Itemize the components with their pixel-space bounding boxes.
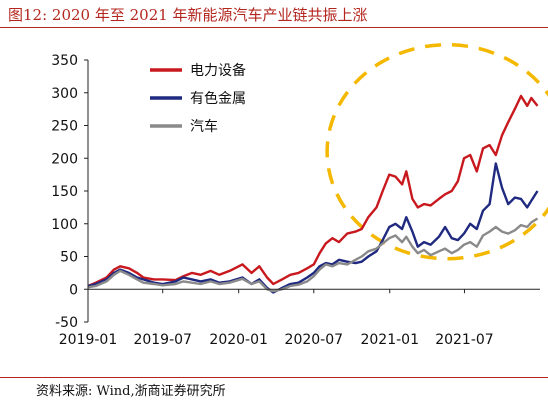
- x-tick-label: 2019-07: [133, 332, 192, 348]
- series-line: [87, 162, 539, 294]
- title-divider: [0, 27, 548, 28]
- line-chart: -50 0 50 100 150 200 250 300 350 2019-01 2019-07 20…: [51, 42, 548, 348]
- series-line: [87, 217, 539, 293]
- axis-layer: -50 0 50 100 150 200 250 300 350 2019-01 2019-07 20…: [51, 53, 540, 348]
- y-tick-label: 200: [51, 151, 78, 167]
- x-tick-label: 2021-07: [435, 332, 494, 348]
- x-tick-label: 2021-01: [360, 332, 419, 348]
- y-tick-label: 300: [51, 86, 78, 102]
- y-tick-label: 150: [51, 184, 78, 200]
- series-layer: [87, 94, 539, 294]
- source-note: 资料来源: Wind,浙商证券研究所: [36, 384, 226, 399]
- highlight-ellipse: [325, 42, 548, 261]
- annotation-layer: [325, 42, 548, 261]
- source-divider: [0, 377, 548, 378]
- y-tick-label: 250: [51, 119, 78, 135]
- x-tick-label: 2020-07: [285, 332, 344, 348]
- y-tick-label: 50: [60, 250, 78, 266]
- y-tick-label: -50: [55, 315, 78, 331]
- legend-label: 汽车: [190, 118, 218, 135]
- y-tick-label: 0: [69, 282, 78, 298]
- figure-title: 图12: 2020 年至 2021 年新能源汽车产业链共振上涨: [8, 6, 368, 24]
- legend-label: 电力设备: [190, 62, 246, 79]
- x-tick-label: 2020-01: [209, 332, 268, 348]
- y-tick-label: 350: [51, 53, 78, 69]
- legend-label: 有色金属: [190, 90, 246, 107]
- x-tick-label: 2019-01: [59, 332, 118, 348]
- y-tick-label: 100: [51, 217, 78, 233]
